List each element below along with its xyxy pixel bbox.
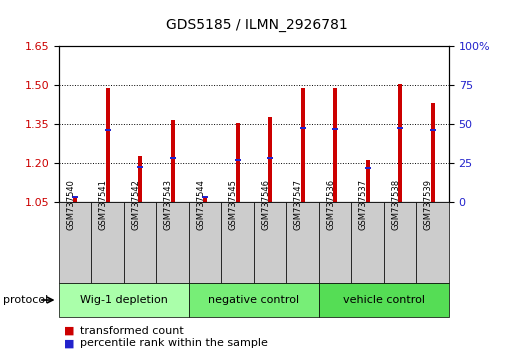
Text: transformed count: transformed count xyxy=(80,326,183,336)
Bar xyxy=(365,167,370,169)
Text: protocol: protocol xyxy=(3,295,48,305)
Bar xyxy=(202,196,208,198)
Text: GSM737545: GSM737545 xyxy=(229,179,238,230)
Text: GSM737543: GSM737543 xyxy=(164,179,173,230)
Bar xyxy=(301,87,305,202)
Text: GSM737541: GSM737541 xyxy=(98,179,108,230)
Bar xyxy=(137,166,143,168)
Bar xyxy=(189,202,222,283)
Bar xyxy=(170,157,175,159)
Bar xyxy=(430,129,436,131)
Text: percentile rank within the sample: percentile rank within the sample xyxy=(80,338,267,348)
Bar xyxy=(91,202,124,283)
Bar xyxy=(268,118,272,202)
Bar xyxy=(300,127,306,129)
Bar xyxy=(124,202,156,283)
Text: ■: ■ xyxy=(64,326,78,336)
Bar xyxy=(72,196,78,198)
Bar xyxy=(106,87,110,202)
Bar xyxy=(222,202,254,283)
Bar xyxy=(397,127,403,129)
Text: GSM737542: GSM737542 xyxy=(131,179,140,230)
Bar xyxy=(235,159,241,161)
Bar xyxy=(139,156,142,202)
Text: GSM737546: GSM737546 xyxy=(261,179,270,230)
Bar xyxy=(59,202,91,283)
Text: Wig-1 depletion: Wig-1 depletion xyxy=(80,295,168,305)
Bar xyxy=(267,156,273,159)
Text: GSM737547: GSM737547 xyxy=(293,179,303,230)
Text: ■: ■ xyxy=(64,338,78,348)
Text: GSM737538: GSM737538 xyxy=(391,179,400,230)
Bar xyxy=(189,283,319,317)
Bar xyxy=(73,198,77,202)
Text: negative control: negative control xyxy=(208,295,300,305)
Text: GSM737544: GSM737544 xyxy=(196,179,205,230)
Text: GSM737537: GSM737537 xyxy=(359,179,368,230)
Bar xyxy=(286,202,319,283)
Bar xyxy=(333,87,337,202)
Text: GDS5185 / ILMN_2926781: GDS5185 / ILMN_2926781 xyxy=(166,18,347,32)
Text: GSM737540: GSM737540 xyxy=(66,179,75,230)
Bar xyxy=(366,160,369,202)
Bar xyxy=(254,202,286,283)
Bar xyxy=(203,198,207,202)
Bar xyxy=(156,202,189,283)
Bar xyxy=(332,128,338,130)
Text: GSM737536: GSM737536 xyxy=(326,179,335,230)
Bar xyxy=(417,202,449,283)
Bar xyxy=(398,84,402,202)
Bar xyxy=(105,129,111,131)
Bar xyxy=(384,202,417,283)
Bar xyxy=(351,202,384,283)
Bar xyxy=(431,103,435,202)
Bar xyxy=(319,202,351,283)
Bar xyxy=(59,283,189,317)
Bar xyxy=(236,122,240,202)
Text: GSM737539: GSM737539 xyxy=(424,179,432,230)
Text: vehicle control: vehicle control xyxy=(343,295,425,305)
Bar xyxy=(319,283,449,317)
Bar xyxy=(171,120,174,202)
